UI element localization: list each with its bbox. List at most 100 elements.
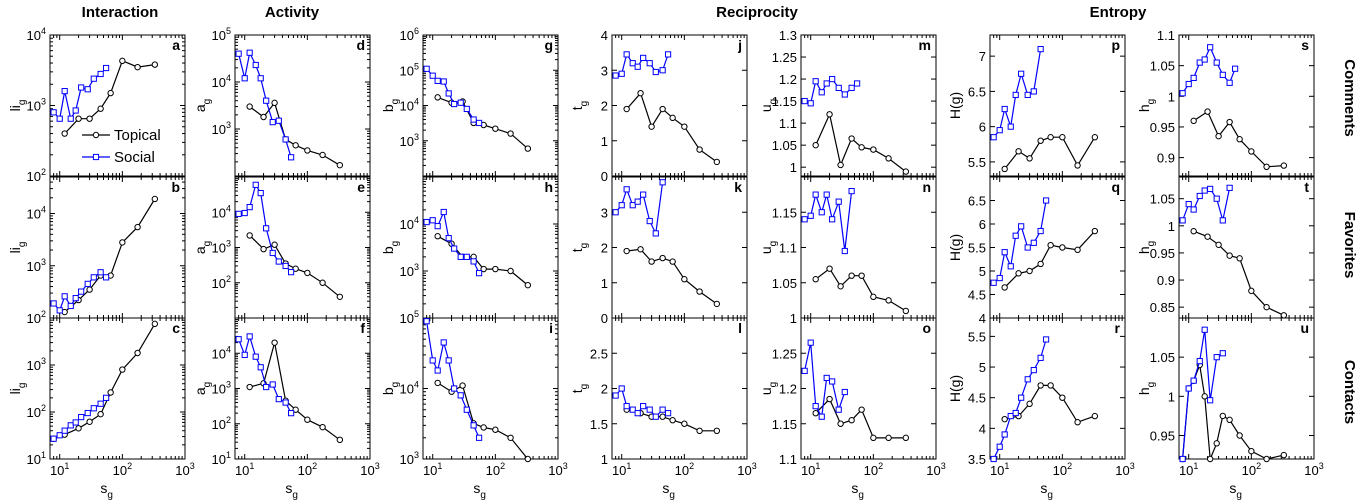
x-tick-label: 101 [990, 461, 1009, 478]
header-interaction: Interaction [82, 4, 159, 21]
data-point-social [440, 208, 447, 216]
data-point-social [434, 367, 441, 374]
data-point-topical [1059, 244, 1066, 251]
panel-letter: i [549, 320, 553, 336]
data-point-social [1190, 377, 1197, 384]
panels-group: 102103104ligaTopicalSocial102103104ligb1… [7, 26, 1324, 501]
data-point-social [1001, 249, 1008, 256]
series-line-topical [815, 398, 906, 439]
y-tick-label: 101 [27, 450, 46, 467]
data-point-social [634, 198, 641, 205]
legend: Topical Social [82, 127, 161, 166]
data-point-social [423, 65, 430, 72]
data-point-social [629, 60, 636, 67]
y-axis-label: ag [192, 241, 213, 254]
data-point-social [1037, 354, 1044, 361]
series-topical [1001, 382, 1099, 426]
x-tick-label: 103 [926, 461, 945, 478]
data-point-topical [669, 114, 676, 122]
panel-frame [989, 317, 1126, 460]
data-point-topical [1074, 162, 1081, 169]
data-point-topical [151, 61, 159, 68]
data-point-social [263, 225, 270, 232]
data-point-topical [826, 395, 833, 403]
series-line-social [238, 50, 292, 158]
data-point-social [263, 97, 270, 104]
y-tick-label: 1.15 [772, 417, 797, 432]
panel-letter: j [737, 37, 742, 53]
data-point-topical [86, 286, 93, 293]
data-point-topical [480, 265, 487, 273]
panel-frame [234, 317, 371, 460]
data-point-topical [1236, 136, 1243, 143]
data-point-topical [97, 105, 104, 112]
series-line-social [993, 339, 1047, 460]
data-point-social [801, 216, 808, 223]
data-point-topical [507, 267, 514, 275]
y-tick-label: 5.5 [968, 241, 986, 256]
data-point-social [72, 419, 79, 426]
data-point-social [61, 293, 68, 300]
data-point-social [451, 245, 458, 252]
data-point-topical [637, 246, 644, 253]
data-point-topical [870, 434, 877, 442]
series-topical [50, 320, 159, 442]
data-point-social [61, 88, 68, 95]
y-tick-label: 103 [212, 239, 231, 256]
series-line-social [53, 271, 107, 312]
data-point-topical [858, 406, 865, 413]
x-tick-label: 102 [1242, 461, 1261, 478]
data-point-social [434, 77, 441, 84]
data-point-social [1018, 394, 1025, 401]
y-tick-label: 102 [212, 274, 231, 291]
data-point-social [56, 115, 63, 122]
data-point-social [97, 269, 104, 276]
y-axis-label: H(g) [947, 92, 963, 119]
data-point-social [1007, 412, 1014, 420]
series-line-topical [53, 323, 156, 440]
panel-k: 0 1 2 3 tg k [569, 176, 748, 326]
data-point-social [50, 435, 57, 442]
data-point-social [475, 119, 483, 127]
data-point-social [1207, 397, 1214, 404]
data-point-social [235, 50, 242, 57]
data-point-topical [492, 265, 499, 273]
data-point-topical [848, 272, 855, 279]
data-point-social [72, 295, 79, 302]
x-axis-label: sg [1040, 480, 1053, 501]
series-topical [1190, 228, 1288, 319]
x-tick-label: 103 [548, 461, 567, 478]
data-point-topical [669, 258, 676, 265]
y-tick-label: 4 [979, 421, 986, 436]
y-axis-label: ag [192, 99, 213, 112]
y-tick-label: 101 [212, 450, 231, 467]
data-point-social [1213, 354, 1220, 361]
x-tick-label: 102 [486, 461, 505, 478]
y-tick-label: 1 [601, 452, 608, 467]
data-point-social [1030, 367, 1037, 374]
x-tick-label: 103 [737, 461, 756, 478]
data-point-social [618, 202, 625, 209]
series-line-social [615, 387, 669, 418]
y-axis-label: ug [758, 241, 779, 254]
data-point-topical [837, 161, 844, 169]
data-point-social [78, 84, 85, 91]
data-point-social [275, 258, 282, 265]
data-point-social [97, 70, 104, 78]
data-point-social [1201, 326, 1208, 333]
x-tick-label: 103 [360, 461, 379, 478]
series-line-topical [249, 342, 341, 441]
data-point-social [646, 60, 653, 67]
data-point-social [640, 191, 647, 198]
data-point-topical [292, 406, 299, 413]
data-point-social [1207, 44, 1214, 51]
data-point-social [1001, 105, 1008, 113]
panel-h: 103 104 bg h [380, 176, 559, 319]
panel-c: 101 102 103 sg 101 102 103 lig c [7, 317, 195, 501]
data-point-topical [1206, 455, 1214, 463]
data-point-topical [119, 57, 126, 65]
data-point-social [56, 307, 63, 314]
series-line-topical [64, 60, 155, 135]
data-point-social [246, 203, 253, 211]
x-tick-label: 103 [1304, 461, 1323, 478]
